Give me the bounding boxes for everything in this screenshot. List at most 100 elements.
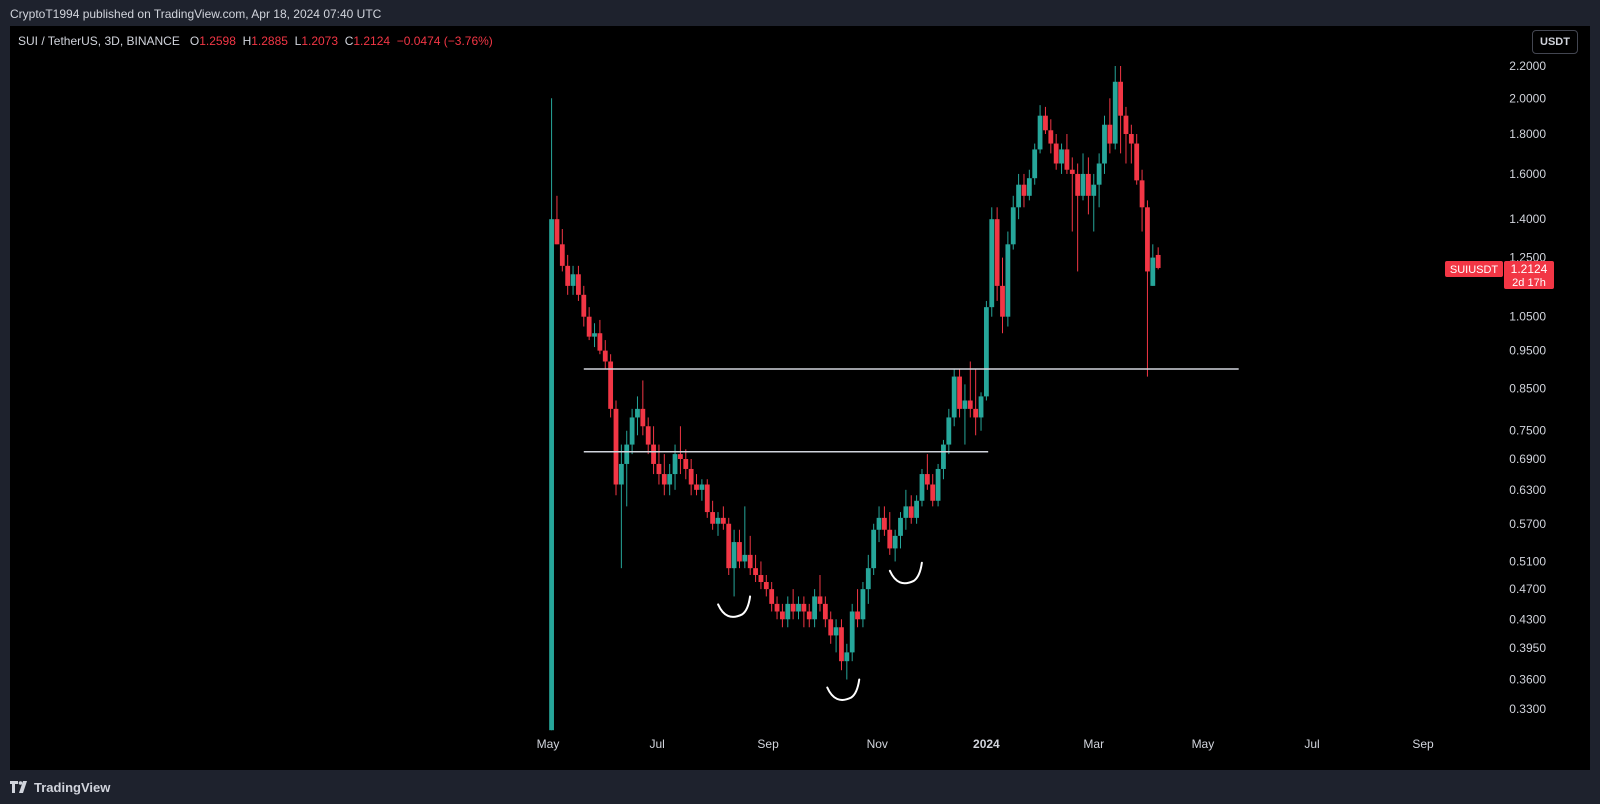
- candle-body: [608, 361, 614, 409]
- x-tick-label: Jul: [649, 737, 664, 751]
- y-tick-label: 1.0500: [1509, 310, 1546, 324]
- candle-body: [678, 454, 683, 460]
- candle: [737, 529, 742, 569]
- price-chart[interactable]: 2.20002.00001.80001.60001.40001.25001.05…: [10, 26, 1590, 770]
- candle-body: [839, 627, 844, 662]
- candle-body: [978, 396, 984, 418]
- candle-body: [656, 463, 662, 475]
- candle-body: [860, 589, 866, 620]
- candle-body: [957, 376, 962, 409]
- y-tick-label: 2.0000: [1509, 91, 1546, 105]
- candle-body: [742, 554, 748, 562]
- candle: [581, 285, 587, 327]
- candle-body: [624, 444, 630, 464]
- candle: [1091, 173, 1097, 232]
- candle-body: [554, 219, 560, 245]
- candle-body: [887, 529, 893, 549]
- y-tick-label: 1.8000: [1509, 127, 1546, 141]
- candle: [629, 408, 635, 455]
- candle-body: [602, 350, 608, 362]
- candle: [1085, 157, 1091, 215]
- candle: [656, 444, 662, 485]
- candle: [790, 589, 796, 620]
- chart-pane[interactable]: 2.2000 2.0000 1.8000 1.6000 1.4000 1.2500 1.05…: [10, 26, 1590, 770]
- price-axis: 2.20002.00001.80001.60001.40001.25001.05…: [1509, 59, 1546, 716]
- candle-body: [801, 603, 807, 612]
- candle: [678, 426, 683, 475]
- symbol-legend: SUI / TetherUS, 3D, BINANCE O1.2598 H1.2…: [18, 34, 493, 48]
- x-tick-label: Sep: [757, 737, 779, 751]
- candle: [1000, 257, 1005, 334]
- candle: [871, 523, 877, 576]
- x-tick-label: May: [537, 737, 560, 751]
- candle: [1043, 106, 1048, 135]
- candle-body: [817, 596, 823, 604]
- candle: [667, 463, 673, 496]
- x-tick-label: Sep: [1412, 737, 1434, 751]
- candle-body: [704, 484, 710, 513]
- candle-body: [769, 589, 775, 604]
- candle: [946, 408, 952, 455]
- candle: [1010, 195, 1016, 250]
- candle-body: [903, 506, 909, 518]
- candle-body: [828, 619, 834, 636]
- y-tick-label: 0.3950: [1509, 641, 1546, 655]
- candle-body: [973, 408, 979, 418]
- candle: [1080, 153, 1086, 201]
- candle: [694, 474, 699, 496]
- candles-layer: [549, 66, 1161, 731]
- low-value: 1.2073: [301, 34, 339, 48]
- candle: [860, 582, 866, 628]
- candle: [570, 265, 576, 295]
- candle-body: [1075, 173, 1081, 196]
- candle: [640, 380, 646, 436]
- candle-body: [694, 484, 699, 490]
- candle-body: [640, 408, 646, 427]
- annotations-layer: [717, 561, 923, 701]
- candle: [924, 454, 930, 490]
- candle-body: [1053, 143, 1059, 164]
- candle: [908, 495, 914, 524]
- currency-button[interactable]: USDT: [1532, 30, 1578, 54]
- candle-body: [1102, 124, 1107, 164]
- candle: [1096, 153, 1102, 208]
- symbol-tag-bg: [1445, 260, 1503, 277]
- symbol-name: SUI / TetherUS, 3D, BINANCE: [18, 34, 180, 48]
- candle: [1155, 247, 1161, 270]
- open-label: O: [189, 34, 200, 48]
- candle: [962, 384, 968, 445]
- candle-body: [898, 517, 903, 536]
- candle: [602, 340, 608, 369]
- candle-body: [581, 294, 587, 317]
- candle: [801, 596, 807, 628]
- candle: [839, 619, 844, 671]
- candle: [774, 596, 780, 620]
- candle: [554, 195, 560, 245]
- tradingview-logo[interactable]: TradingView: [10, 779, 110, 795]
- candle: [967, 361, 973, 418]
- candle-body: [849, 611, 855, 653]
- candle-body: [576, 274, 581, 295]
- y-tick-label: 0.8500: [1509, 381, 1546, 395]
- y-tick-label: 2.2000: [1509, 59, 1546, 73]
- candle: [559, 229, 565, 272]
- candle: [1107, 98, 1113, 154]
- candle: [1032, 143, 1038, 185]
- candle: [1145, 200, 1150, 377]
- y-tick-label: 0.4700: [1509, 582, 1546, 596]
- candle: [812, 589, 818, 628]
- x-tick-label: May: [1192, 737, 1215, 751]
- candle-body: [967, 400, 973, 409]
- change-value: −0.0474 (−3.76%): [396, 34, 493, 48]
- candle: [645, 417, 651, 455]
- candle: [608, 354, 614, 418]
- candle-body: [844, 652, 850, 662]
- candle: [935, 463, 941, 507]
- candle-body: [822, 603, 828, 620]
- candle-body: [1026, 178, 1032, 196]
- candle-body: [908, 506, 914, 518]
- candle-body: [919, 474, 925, 501]
- candle: [914, 495, 920, 524]
- candle: [941, 439, 946, 480]
- tradingview-icon: [10, 781, 27, 793]
